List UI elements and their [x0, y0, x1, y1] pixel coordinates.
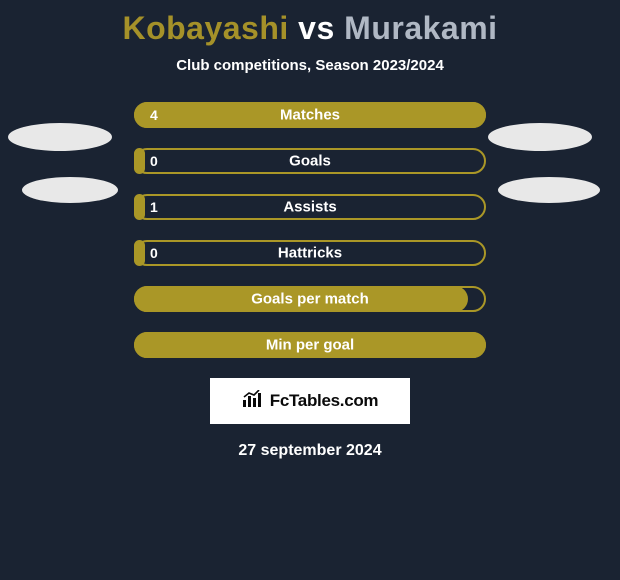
stat-row: 4 Matches — [134, 102, 486, 128]
bar-label: Min per goal — [266, 337, 354, 354]
brand-badge: FcTables.com — [210, 378, 410, 424]
page-title: Kobayashi vs Murakami — [0, 0, 620, 47]
side-placeholder-ellipse — [8, 123, 112, 151]
bar-value: 0 — [150, 153, 158, 169]
player-a-name: Kobayashi — [122, 10, 288, 46]
bar-fill — [134, 240, 145, 266]
bar-label: Goals — [289, 153, 331, 170]
stats-bars: 4 Matches 0 Goals 1 Assists 0 Hattricks Goals pe… — [134, 102, 486, 358]
vs-separator: vs — [289, 10, 344, 46]
bar-fill — [134, 194, 145, 220]
bar-value: 0 — [150, 245, 158, 261]
stat-row: 0 Hattricks — [134, 240, 486, 266]
date-line: 27 september 2024 — [0, 442, 620, 460]
stat-row: Min per goal — [134, 332, 486, 358]
bar-label: Goals per match — [251, 291, 369, 308]
subtitle: Club competitions, Season 2023/2024 — [0, 57, 620, 74]
side-placeholder-ellipse — [488, 123, 592, 151]
side-placeholder-ellipse — [22, 177, 118, 203]
stat-row: 1 Assists — [134, 194, 486, 220]
stat-row: 0 Goals — [134, 148, 486, 174]
bar-value: 1 — [150, 199, 158, 215]
bar-label: Hattricks — [278, 245, 342, 262]
player-b-name: Murakami — [344, 10, 497, 46]
bar-label: Matches — [280, 107, 340, 124]
side-placeholder-ellipse — [498, 177, 600, 203]
bar-fill — [134, 148, 145, 174]
bar-value: 4 — [150, 107, 158, 123]
brand-text: FcTables.com — [270, 391, 379, 411]
brand-chart-icon — [242, 390, 264, 413]
bar-label: Assists — [283, 199, 336, 216]
stat-row: Goals per match — [134, 286, 486, 312]
